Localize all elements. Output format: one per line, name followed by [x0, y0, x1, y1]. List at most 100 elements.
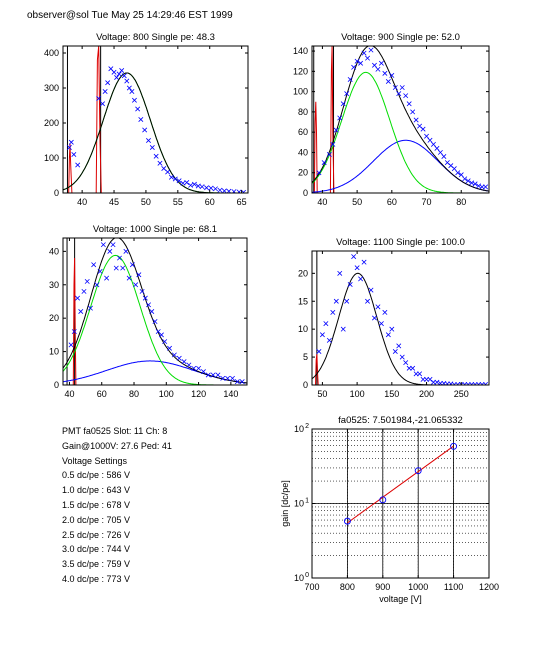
data-point — [410, 109, 416, 115]
data-point — [91, 262, 97, 268]
data-point — [231, 189, 237, 193]
data-point — [378, 321, 384, 327]
data-point — [87, 305, 93, 311]
data-point — [389, 72, 395, 78]
data-point — [94, 282, 100, 288]
data-point — [142, 295, 148, 301]
data-point — [105, 80, 111, 86]
data-point — [136, 272, 142, 278]
data-point — [142, 127, 148, 133]
data-point — [229, 375, 235, 381]
data-point — [225, 375, 231, 381]
header-text: observer@sol Tue May 25 14:29:46 EST 199… — [27, 10, 233, 21]
data-point — [354, 265, 360, 271]
data-point — [195, 183, 201, 189]
data-point — [319, 332, 325, 338]
data-point — [385, 332, 391, 338]
data-point — [205, 372, 211, 378]
data-point — [215, 372, 221, 378]
data-point — [420, 126, 426, 132]
data-point — [476, 183, 482, 189]
data-point — [361, 259, 367, 265]
data-point — [472, 181, 478, 187]
total-fit-curve — [63, 238, 247, 384]
y-tick-label: 0 — [303, 188, 308, 198]
data-point — [392, 349, 398, 354]
x-tick-label: 40 — [317, 197, 327, 207]
data-point — [172, 176, 178, 182]
data-point — [358, 276, 364, 282]
data-point — [196, 365, 202, 371]
y-tick-label: 300 — [44, 83, 59, 93]
x-tick-label: 50 — [352, 197, 362, 207]
y-tick-label: 100 — [293, 87, 308, 97]
total-fit-curve — [63, 72, 248, 193]
data-point — [135, 106, 141, 112]
data-point — [239, 379, 245, 385]
data-point — [340, 101, 346, 107]
x-tick-label: 60 — [97, 389, 107, 399]
voltage-setting: 3.5 dc/pe : 759 V — [62, 559, 131, 570]
single-pe-fit-curve — [312, 71, 489, 193]
data-point — [75, 162, 81, 168]
x-tick-label: 100 — [159, 389, 174, 399]
data-point — [382, 70, 388, 76]
x-tick-label: 45 — [109, 197, 119, 207]
data-point — [462, 176, 468, 182]
data-point — [396, 91, 402, 97]
data-point — [330, 141, 336, 147]
data-point — [153, 153, 159, 159]
y-tick-label: 10 — [294, 424, 304, 434]
data-point — [403, 93, 409, 99]
data-point — [146, 138, 151, 143]
x-tick-label: 900 — [375, 582, 390, 592]
data-point — [129, 89, 135, 94]
data-point — [200, 369, 206, 375]
gain-fit-line — [347, 445, 454, 524]
data-point — [316, 170, 322, 176]
x-tick-label: 700 — [304, 582, 319, 592]
x-tick-label: 40 — [77, 197, 87, 207]
y-tick-label: 15 — [298, 296, 308, 306]
data-point — [204, 185, 210, 191]
data-point — [406, 101, 412, 107]
voltage-setting: 2.5 dc/pe : 726 V — [62, 529, 131, 540]
chart-panel-4: 50 100 150 200 250 0 5 10 15 20 Voltage: 1100 Sing… — [298, 237, 490, 399]
data-point — [375, 66, 381, 72]
data-point — [208, 185, 214, 191]
data-point — [191, 365, 197, 371]
y-tick-label: 0 — [54, 380, 59, 390]
data-point — [171, 352, 177, 358]
x-tick-label: 40 — [64, 389, 74, 399]
x-tick-label: 65 — [237, 197, 247, 207]
chart-title: fa0525: 7.501984,-21.065332 — [338, 415, 463, 426]
data-point — [181, 359, 187, 365]
data-point — [199, 184, 205, 190]
data-point — [68, 342, 74, 348]
voltage-setting: 1.5 dc/pe : 678 V — [62, 499, 131, 510]
data-point — [184, 180, 190, 185]
data-point — [465, 178, 471, 184]
data-point — [152, 319, 158, 325]
data-point — [316, 349, 322, 354]
x-tick-label: 250 — [454, 389, 469, 399]
data-point — [455, 170, 461, 176]
data-point — [133, 282, 139, 288]
data-point — [111, 69, 117, 75]
data-point — [430, 141, 436, 147]
data-point — [347, 282, 353, 287]
data-point — [220, 375, 226, 381]
data-point — [123, 248, 129, 254]
data-point — [126, 85, 132, 91]
chart-title: Voltage: 800 Single pe: 48.3 — [96, 32, 215, 43]
voltage-settings-title: Voltage Settings — [62, 455, 128, 466]
y-tick-label: 140 — [293, 46, 308, 56]
data-point — [389, 326, 395, 332]
data-point — [107, 248, 113, 254]
data-point — [483, 381, 489, 385]
data-point — [392, 85, 398, 91]
y-tick-label: 30 — [49, 280, 59, 290]
data-point — [129, 262, 135, 268]
x-tick-label: 120 — [191, 389, 206, 399]
